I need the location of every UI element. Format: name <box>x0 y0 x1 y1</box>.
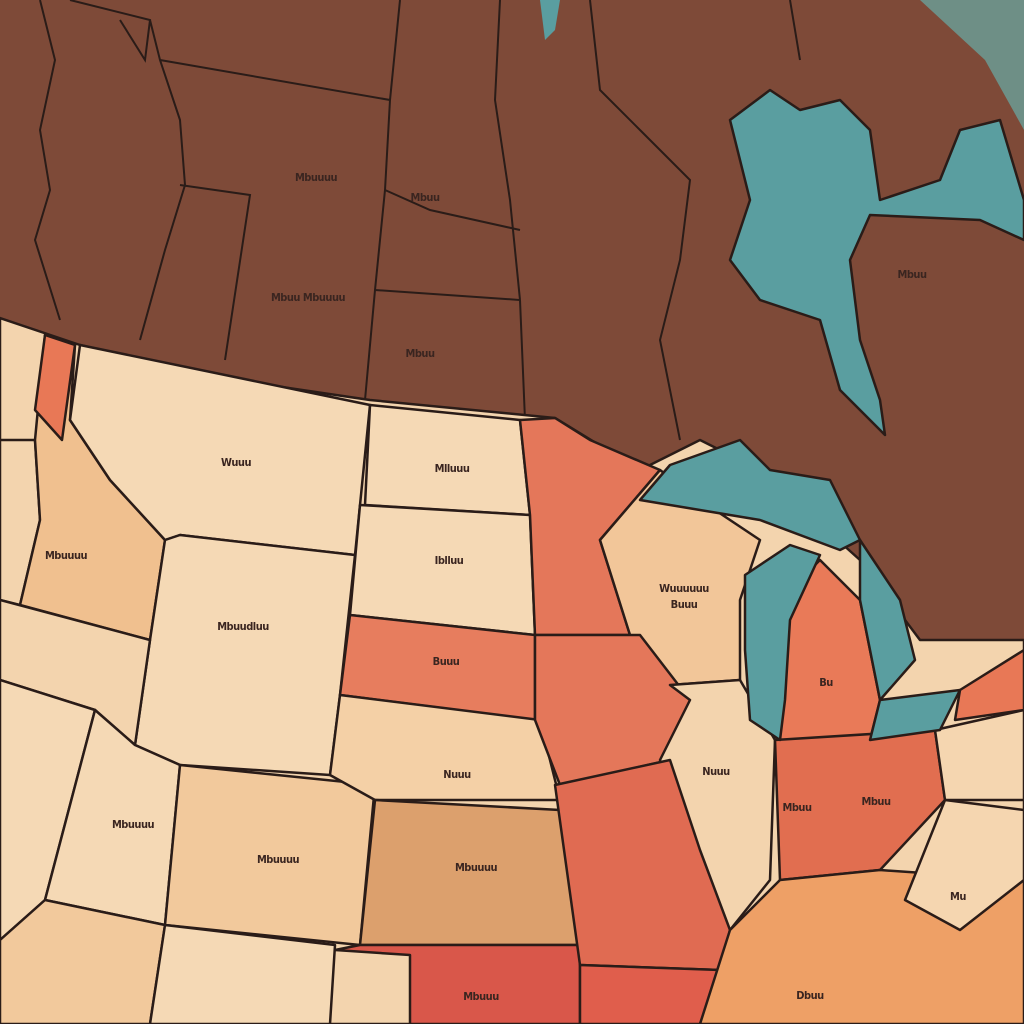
map-labels: Mbuuuu Mbuu Mbuu Mbuuuu Mbuu Mbuu Wuuu M… <box>45 171 967 1003</box>
label-canada-3: Mbuu Mbuuuu <box>271 291 346 304</box>
label-kansas-north: Nuuu <box>443 768 471 781</box>
label-ohio: Mbuu <box>861 795 890 808</box>
label-virginia: Mu <box>950 890 966 903</box>
label-idaho: Mbuuuu <box>45 549 88 562</box>
great-lakes <box>638 438 962 742</box>
label-illinois: Nuuu <box>702 765 730 778</box>
label-utah: Mbuuuu <box>112 818 155 831</box>
lake-huron <box>858 538 962 742</box>
state-arkansas <box>578 963 722 1024</box>
label-nebraska: Buuu <box>433 655 460 668</box>
lake-michigan <box>743 543 822 742</box>
label-canada-1: Mbuuuu <box>295 171 338 184</box>
label-colorado: Mbuuuu <box>257 853 300 866</box>
label-oklahoma: Mbuuu <box>463 990 499 1003</box>
state-new-mexico <box>148 923 337 1024</box>
label-canada-2: Mbuu <box>410 191 439 204</box>
hudson-bay <box>728 88 1024 437</box>
label-canada-5: Mbuu <box>897 268 926 281</box>
label-south-dakota: Iblluu <box>435 554 464 567</box>
state-pennsylvania <box>933 708 1024 802</box>
label-wisconsin-2: Buuu <box>671 598 698 611</box>
label-indiana: Mbuu <box>782 801 811 814</box>
label-north-dakota: Mlluuu <box>435 462 470 475</box>
state-kansas-north <box>328 693 562 802</box>
label-michigan: Bu <box>819 676 833 689</box>
label-wyoming: Mbuudluu <box>217 620 269 633</box>
state-virginia <box>903 798 1024 932</box>
label-tennessee: Dbuu <box>796 989 824 1002</box>
state-north-dakota <box>363 403 532 517</box>
state-arizona <box>0 898 167 1024</box>
state-washington-edge <box>33 333 77 442</box>
state-new-york <box>953 648 1024 722</box>
northern-lake <box>540 0 560 40</box>
state-wyoming <box>133 533 357 777</box>
us-states <box>0 316 1024 1024</box>
label-montana: Wuuu <box>221 456 252 469</box>
arctic-water <box>920 0 1024 130</box>
label-kansas: Mbuuuu <box>455 861 498 874</box>
province-borders <box>33 0 801 441</box>
label-canada-4: Mbuu <box>405 347 434 360</box>
state-south-dakota <box>348 503 537 637</box>
lake-superior <box>638 438 862 552</box>
label-wisconsin-1: Wuuuuuu <box>659 582 709 595</box>
